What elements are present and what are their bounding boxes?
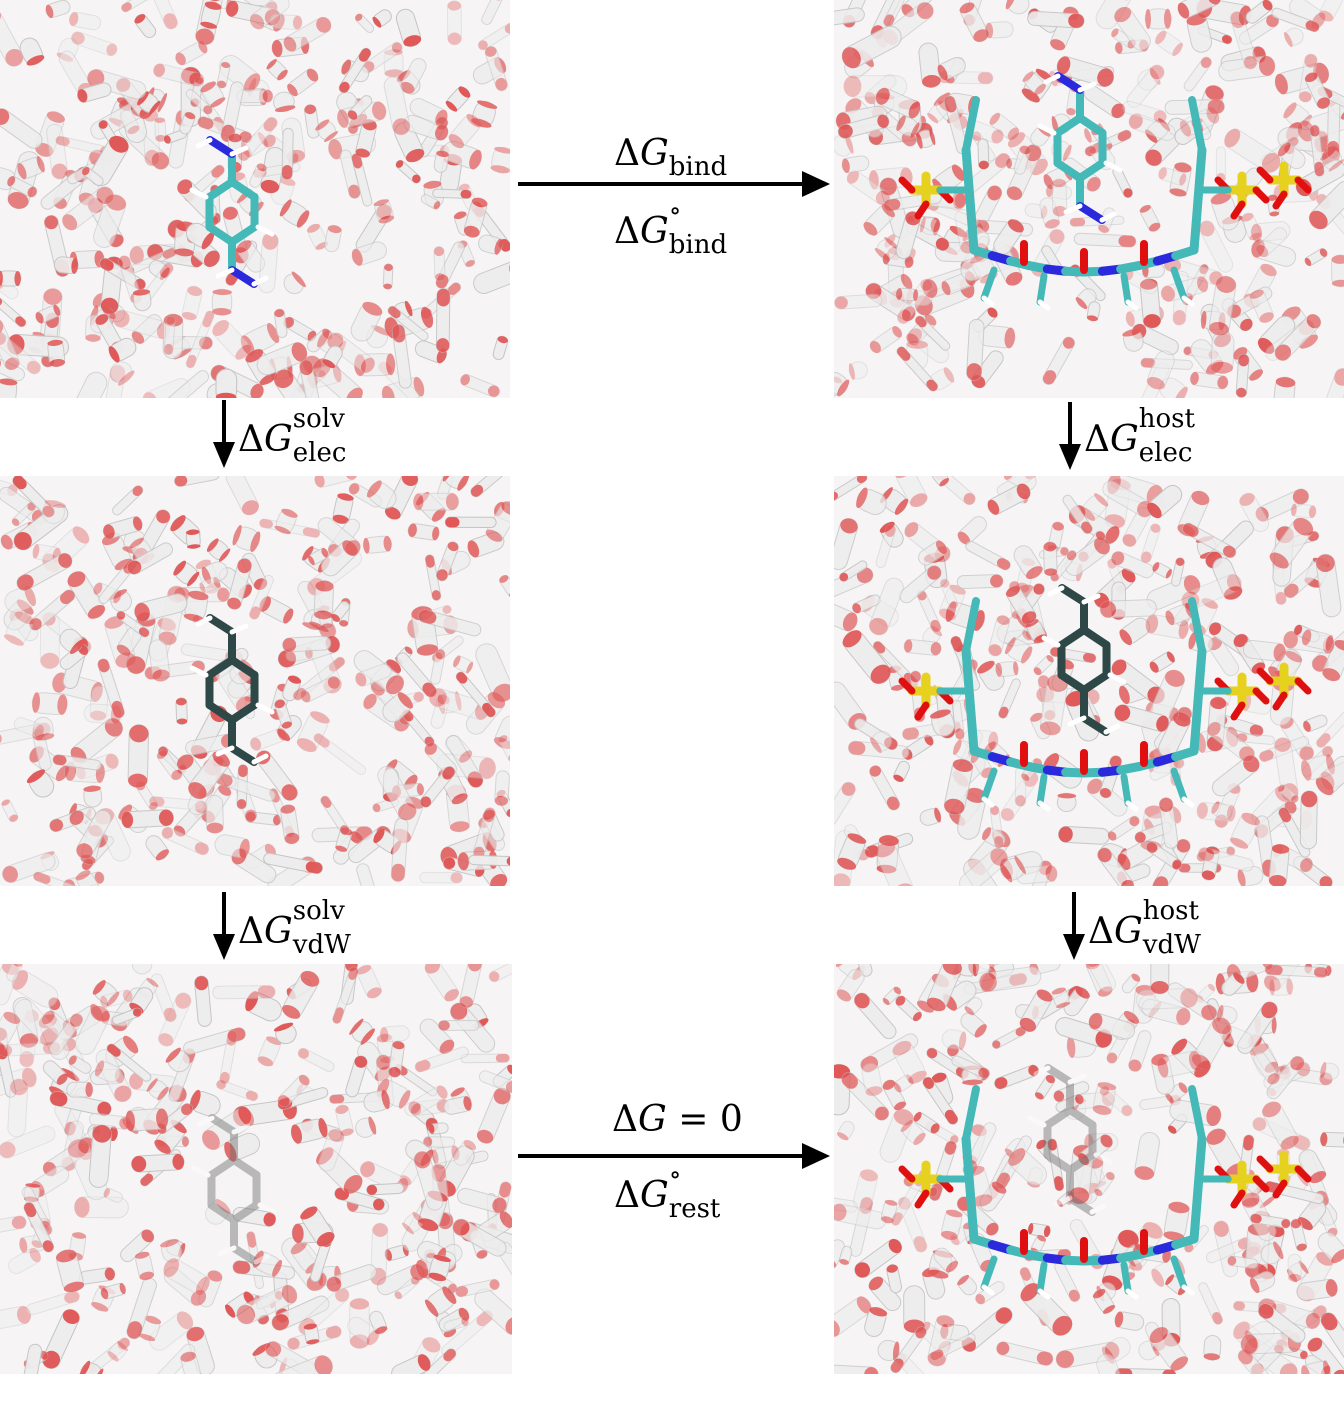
- guest-molecule: [1041, 584, 1127, 736]
- guest-molecule: [1037, 72, 1123, 224]
- water-molecules: [834, 0, 1344, 398]
- label-dg-bind-standard: ΔG ∘ bind: [614, 196, 728, 260]
- label-dg-host-vdw: ΔG host vdW: [1088, 896, 1201, 960]
- label-dg-solv-vdw: ΔG solv vdW: [238, 896, 351, 960]
- guest-molecule: [191, 1114, 277, 1266]
- water-molecules: [0, 964, 512, 1374]
- guest-molecule: [189, 614, 275, 766]
- panel-complex-neutral: [834, 476, 1344, 886]
- host-molecule: [898, 96, 1312, 311]
- guest-molecule: [1027, 1064, 1113, 1216]
- label-dg-host-elec: ΔG host elec: [1084, 404, 1195, 468]
- water-molecules: [834, 964, 1344, 1374]
- water-molecules: [0, 476, 510, 886]
- label-dg-zero: ΔG = 0: [612, 1099, 743, 1140]
- label-dg-solv-elec: ΔG solv elec: [238, 404, 347, 468]
- panel-ligand-decoupled: [0, 964, 512, 1374]
- label-dg-bind: ΔGbind: [614, 133, 728, 182]
- panel-ligand-neutral: [0, 476, 510, 886]
- label-dg-rest-standard: ΔG ∘ rest: [614, 1160, 721, 1224]
- water-molecules: [0, 0, 510, 398]
- panel-free-ligand: [0, 0, 510, 398]
- guest-molecule: [189, 136, 275, 288]
- panel-complex: [834, 0, 1344, 398]
- host-molecule: [898, 1085, 1312, 1300]
- host-molecule: [898, 597, 1312, 812]
- panel-complex-decoupled: [834, 964, 1344, 1374]
